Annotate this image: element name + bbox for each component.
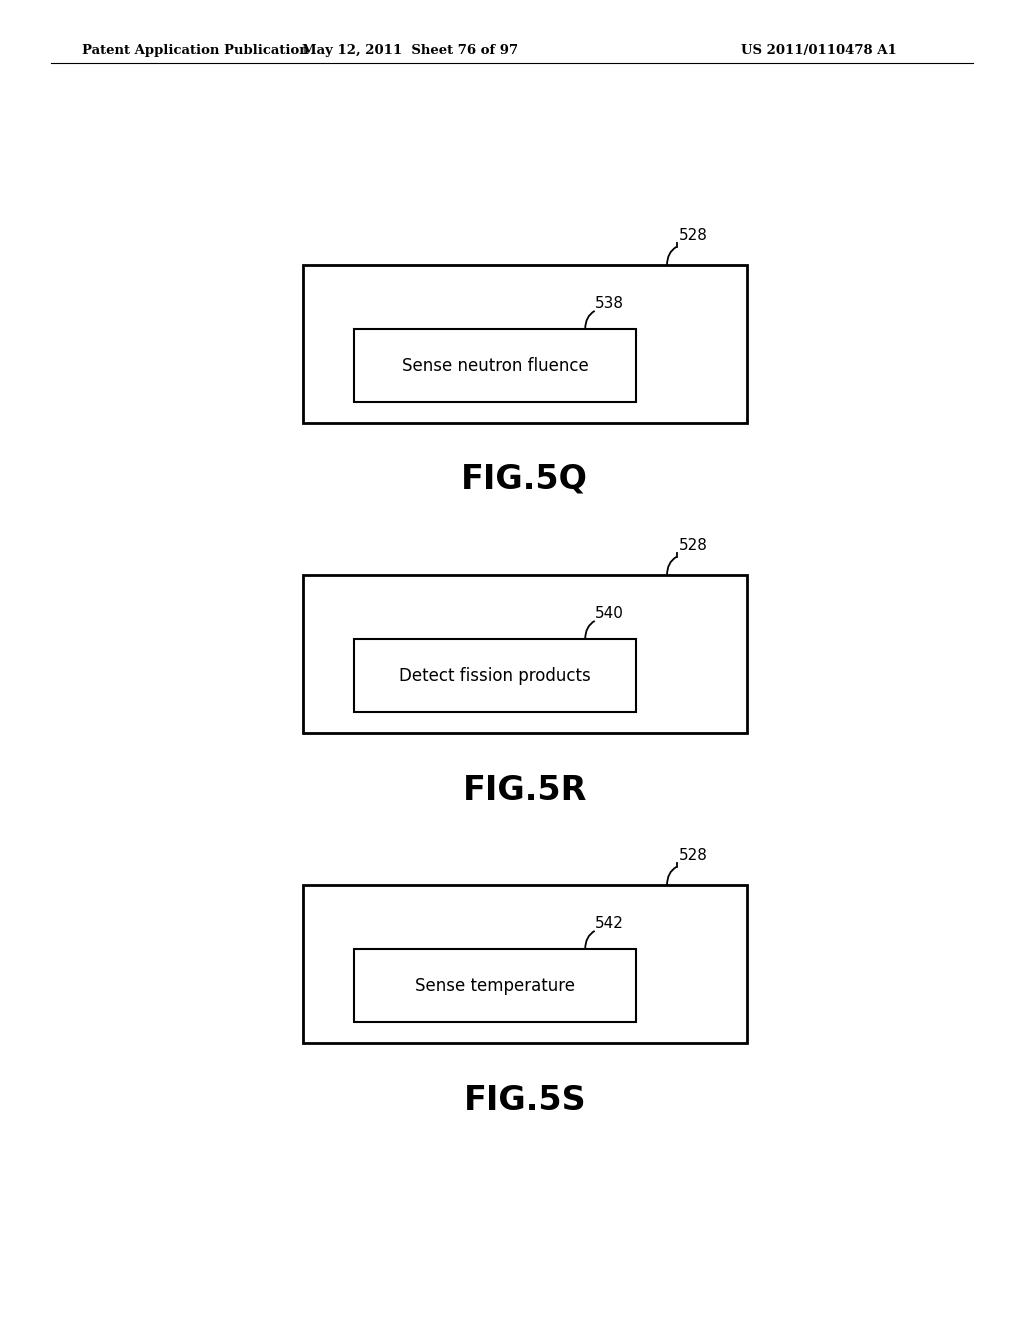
Text: US 2011/0110478 A1: US 2011/0110478 A1	[741, 44, 897, 57]
Text: FIG.5S: FIG.5S	[464, 1084, 586, 1117]
Bar	[354, 639, 636, 713]
Text: FIG.5Q: FIG.5Q	[462, 462, 588, 495]
Text: 538: 538	[595, 296, 624, 312]
Text: 528: 528	[679, 847, 708, 863]
Text: May 12, 2011  Sheet 76 of 97: May 12, 2011 Sheet 76 of 97	[301, 44, 518, 57]
Bar	[303, 265, 748, 422]
Text: FIG.5R: FIG.5R	[463, 774, 587, 807]
Text: Patent Application Publication: Patent Application Publication	[82, 44, 308, 57]
Bar	[303, 576, 748, 733]
Text: Sense neutron fluence: Sense neutron fluence	[401, 356, 589, 375]
Bar	[303, 886, 748, 1043]
Text: 540: 540	[595, 606, 624, 620]
Text: 528: 528	[679, 537, 708, 553]
Text: 542: 542	[595, 916, 624, 931]
Text: Detect fission products: Detect fission products	[399, 667, 591, 685]
Text: 528: 528	[679, 228, 708, 243]
Bar	[354, 329, 636, 403]
Bar	[354, 949, 636, 1022]
Text: Sense temperature: Sense temperature	[415, 977, 575, 995]
